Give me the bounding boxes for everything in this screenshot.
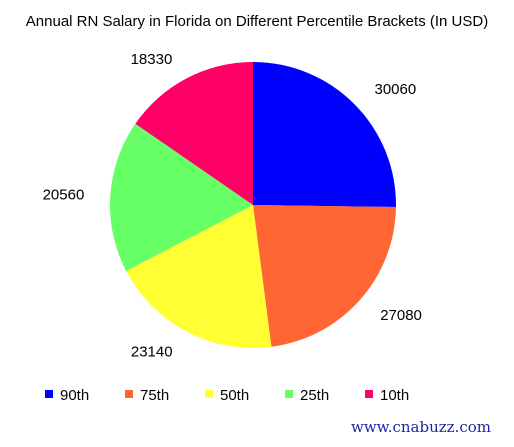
- legend-label-75th: 75th: [140, 387, 169, 404]
- pie-slice-75th: [253, 205, 396, 347]
- pie-slice-90th: [253, 61, 397, 208]
- pie-slice-10th: [135, 62, 253, 205]
- legend-label-90th: 90th: [60, 387, 89, 404]
- pie-slice-25th: [110, 123, 253, 271]
- legend: 90th 75th 50th 25th 10th: [45, 387, 409, 404]
- legend-label-25th: 25th: [300, 387, 329, 404]
- legend-swatch-10th: [365, 390, 373, 398]
- legend-label-50th: 50th: [220, 387, 249, 404]
- data-label-50th: 23140: [131, 343, 173, 360]
- pie-slices: [110, 61, 397, 348]
- pie-slice-50th: [126, 205, 272, 348]
- watermark[interactable]: www.cnabuzz.com: [351, 418, 491, 436]
- chart-title: Annual RN Salary in Florida on Different…: [26, 13, 488, 30]
- data-labels: 30060 27080 23140 20560 18330: [43, 51, 422, 360]
- data-label-10th: 18330: [131, 51, 173, 68]
- data-label-90th: 30060: [375, 81, 417, 98]
- data-label-25th: 20560: [43, 187, 85, 204]
- legend-swatch-90th: [45, 390, 53, 398]
- legend-label-10th: 10th: [380, 387, 409, 404]
- legend-swatch-25th: [285, 390, 293, 398]
- legend-swatch-50th: [205, 390, 213, 398]
- data-label-75th: 27080: [380, 307, 422, 324]
- legend-swatch-75th: [125, 390, 133, 398]
